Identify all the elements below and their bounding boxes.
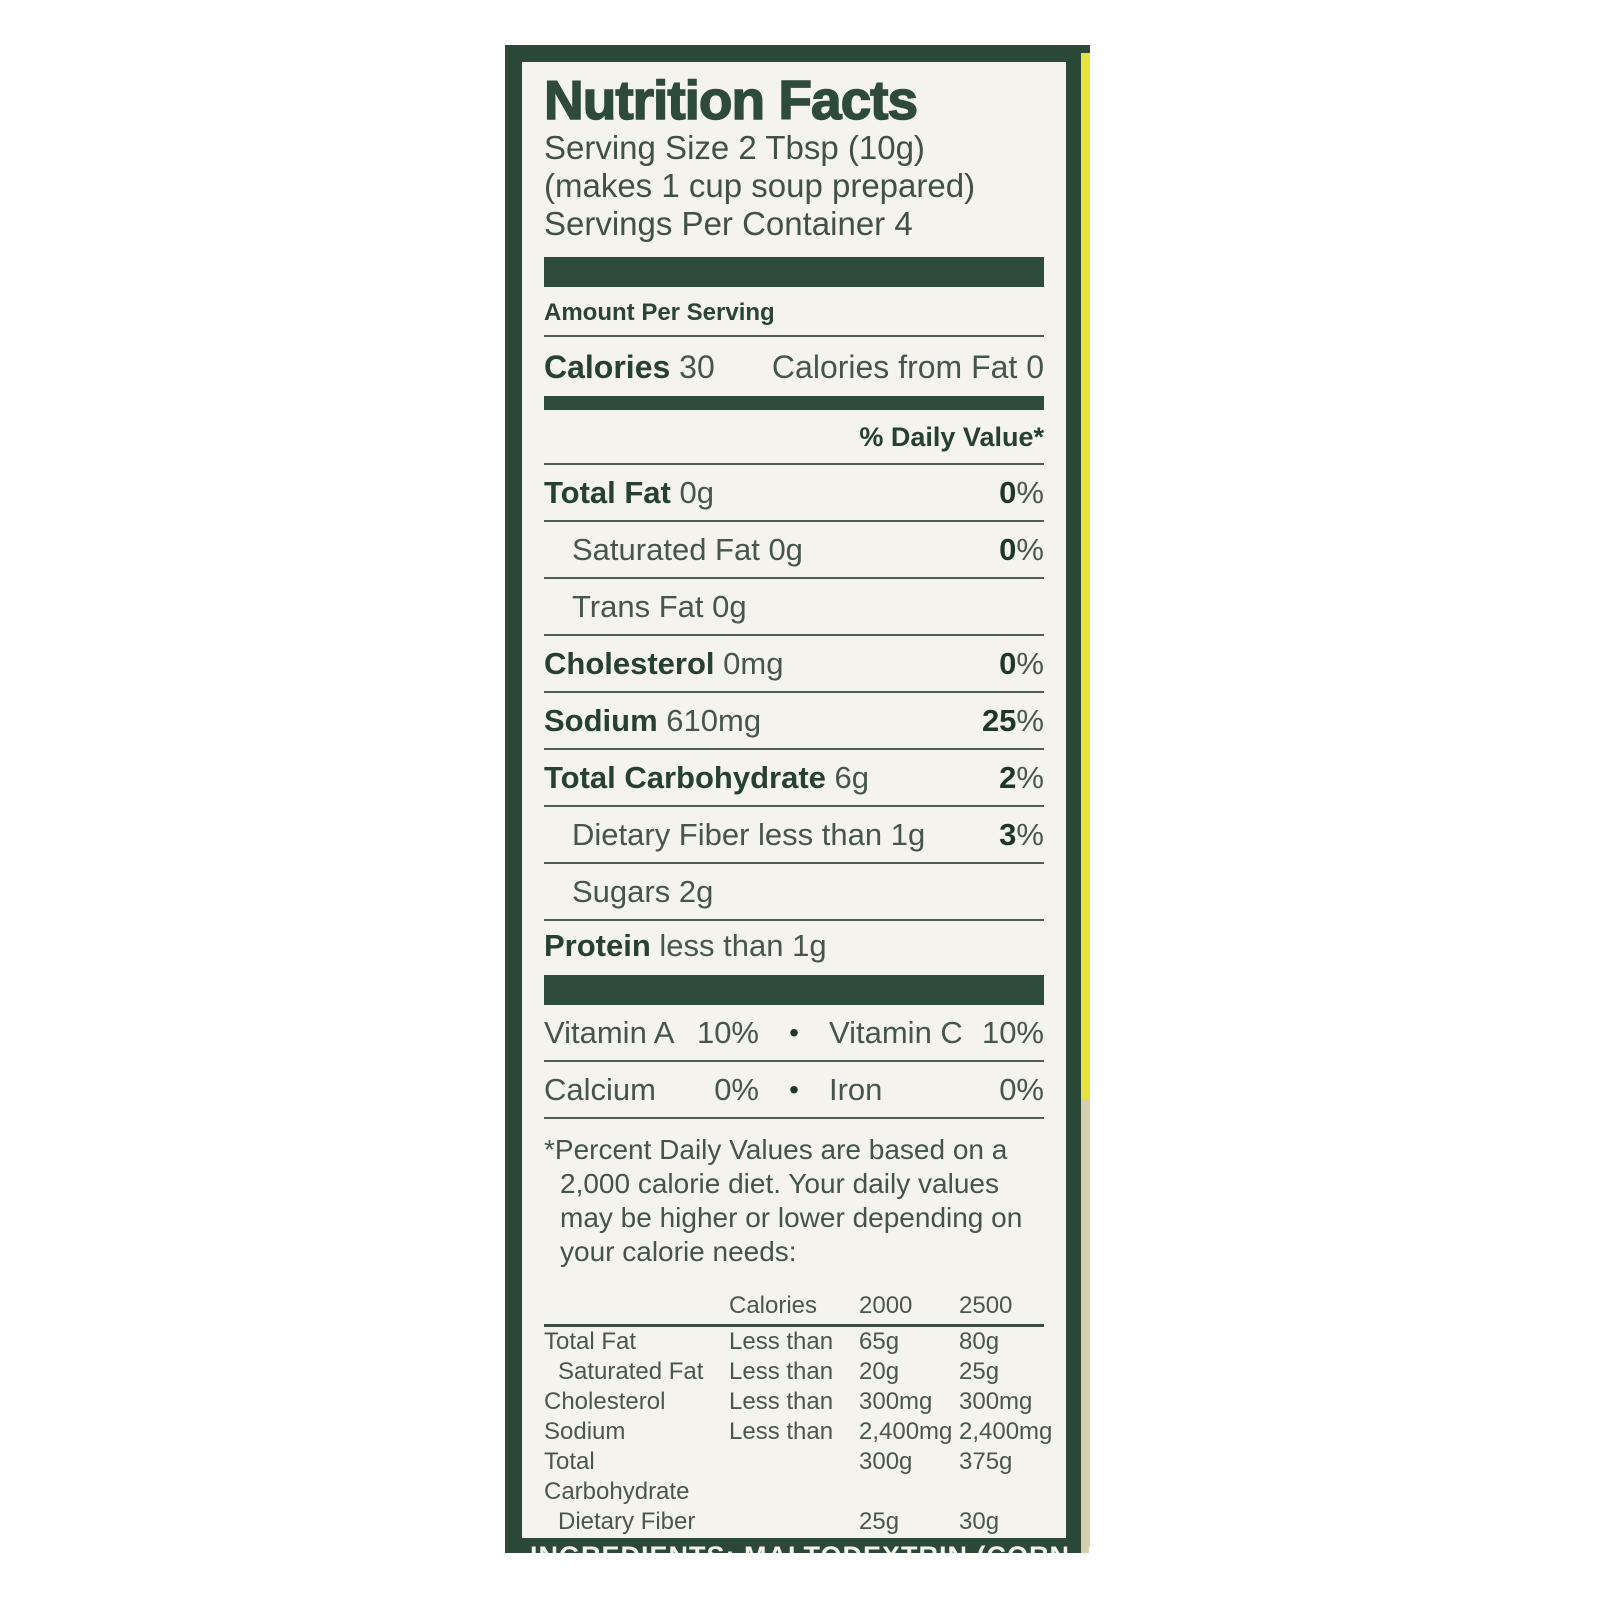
table-row: Sodium Less than 2,400mg 2,400mg: [544, 1418, 1053, 1446]
col-2000: 2000: [859, 1292, 913, 1320]
package-edge-beige: [1081, 1099, 1090, 1553]
panel-title: Nutrition Facts: [543, 69, 919, 131]
separator-bar-thick-top: [544, 257, 1044, 288]
vitamin-row-a-c: Vitamin A 10% • Vitamin C 10%: [544, 1005, 1044, 1063]
calories-value: 30: [670, 349, 715, 386]
iron-value: 0%: [999, 1071, 1044, 1107]
vitamin-c-value: 10%: [981, 1014, 1044, 1050]
table-row: Dietary Fiber 25g 30g: [558, 1508, 1000, 1536]
calcium-value: 0%: [714, 1071, 759, 1107]
serving-makes-line: (makes 1 cup soup prepared): [544, 167, 976, 205]
nutrient-row-total-fat: Total Fat 0g 0%: [544, 465, 1044, 523]
daily-value-footnote: *Percent Daily Values are based on a 2,0…: [544, 1134, 1023, 1268]
vitamin-c-label: Vitamin C: [829, 1014, 963, 1050]
nutrient-row-total-carbohydrate: Total Carbohydrate 6g 2%: [544, 750, 1044, 808]
calcium-label: Calcium: [544, 1071, 656, 1107]
nutrient-row-dietary-fiber: Dietary Fiber less than 1g 3%: [544, 807, 1044, 865]
nutrient-row-sugars: Sugars 2g: [544, 864, 1044, 922]
amount-per-serving-heading: Amount Per Serving: [544, 287, 1044, 338]
nutrition-facts-panel: Nutrition Facts Serving Size 2 Tbsp (10g…: [522, 62, 1066, 1538]
vitamin-a-value: 10%: [696, 1014, 759, 1050]
vitamin-row-calcium-iron: Calcium 0% • Iron 0%: [544, 1062, 1044, 1120]
col-2500: 2500: [959, 1292, 1013, 1320]
table-row: Cholesterol Less than 300mg 300mg: [544, 1388, 1033, 1416]
calories-from-fat-value: 0: [1017, 349, 1044, 386]
table-header-row: Calories 2000 2500: [544, 1291, 1044, 1328]
calories-cell: Calories 30: [544, 349, 715, 386]
calories-from-fat-cell: Calories from Fat 0: [772, 349, 1044, 386]
serving-size-line: Serving Size 2 Tbsp (10g): [544, 129, 925, 167]
nutrient-row-sodium: Sodium 610mg 25%: [544, 693, 1044, 751]
bullet-separator: •: [789, 1073, 799, 1105]
nutrient-row-cholesterol: Cholesterol 0mg 0%: [544, 636, 1044, 694]
table-row: Total Carbohydrate 300g 375g: [544, 1448, 1013, 1506]
product-package: Nutrition Facts Serving Size 2 Tbsp (10g…: [505, 45, 1090, 1553]
daily-value-heading: % Daily Value*: [544, 410, 1044, 466]
nutrient-row-saturated-fat: Saturated Fat 0g 0%: [544, 522, 1044, 580]
table-row: Total Fat Less than 65g 80g: [544, 1328, 1000, 1356]
nutrient-row-protein: Protein less than 1g: [544, 928, 827, 964]
col-calories: Calories: [729, 1292, 818, 1320]
servings-per-container-line: Servings Per Container 4: [544, 205, 913, 243]
vitamin-a-label: Vitamin A: [544, 1014, 675, 1050]
separator-bar-medium: [544, 396, 1044, 411]
nutrient-row-trans-fat: Trans Fat 0g: [544, 579, 1044, 637]
serving-info: Serving Size 2 Tbsp (10g) (makes 1 cup s…: [544, 129, 1044, 243]
iron-label: Iron: [829, 1071, 883, 1107]
calories-label: Calories: [544, 349, 671, 386]
ingredients-text-clipped: INGREDIENTS: MALTODEXTRIN (CORN, POTATO)…: [530, 1541, 1090, 1553]
calories-from-fat-label: Calories from Fat: [771, 349, 1018, 386]
package-edge-yellow: [1081, 53, 1090, 1099]
daily-value-reference-table: Calories 2000 2500 Total Fat Less than 65g…: [544, 1291, 1053, 1537]
separator-bar-thick-bottom: [544, 975, 1044, 1006]
bullet-separator: •: [789, 1016, 799, 1048]
table-row: Saturated Fat Less than 20g 25g: [558, 1358, 1000, 1386]
calories-row: Calories 30 Calories from Fat 0: [544, 337, 1044, 396]
